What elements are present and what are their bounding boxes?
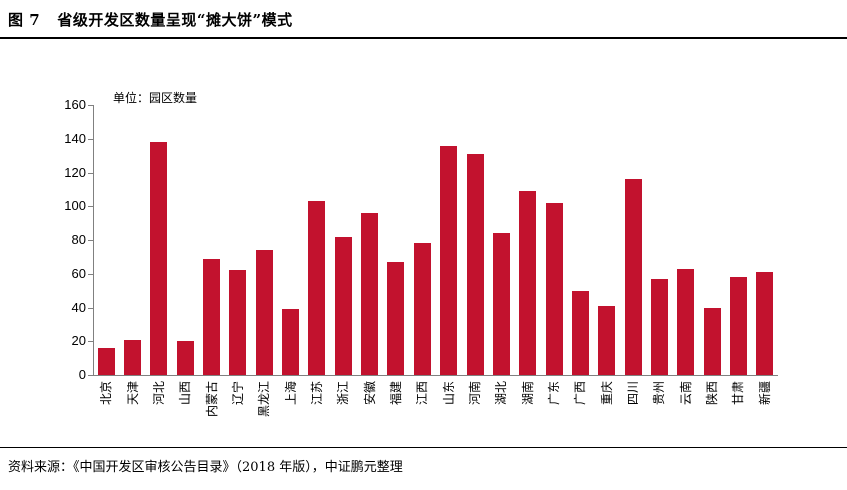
bar-贵州	[650, 278, 668, 375]
y-tick-label: 0	[78, 367, 86, 382]
x-tick-label: 陕西	[705, 381, 720, 406]
x-tick-label: 湖北	[494, 381, 509, 406]
bar-广东	[545, 202, 563, 375]
x-tick-label: 重庆	[599, 381, 614, 406]
y-tick-label: 140	[64, 130, 86, 146]
x-tick-label: 福建	[388, 381, 403, 406]
y-tick-mark	[88, 273, 93, 275]
x-tick-label: 上海	[283, 381, 298, 406]
x-tick-label: 云南	[678, 381, 693, 406]
x-tick-label: 江苏	[309, 381, 324, 406]
x-tick-label: 浙江	[336, 381, 351, 406]
unit-label: 单位：园区数量	[113, 91, 198, 105]
bar-北京	[97, 348, 115, 375]
bar-上海	[282, 309, 300, 375]
y-tick-label: 100	[64, 198, 86, 214]
x-tick-label: 新疆	[757, 381, 772, 406]
bar-江苏	[308, 201, 326, 375]
y-tick-mark	[88, 341, 93, 343]
x-tick-label: 黑龙江	[257, 381, 272, 418]
x-tick-label: 江西	[415, 381, 430, 406]
bar-江西	[413, 243, 431, 375]
bar-云南	[677, 268, 695, 375]
y-tick-mark	[88, 105, 93, 106]
y-tick-label: 40	[71, 299, 86, 315]
bar-陕西	[703, 307, 721, 375]
y-axis-line	[93, 105, 94, 375]
x-tick-label: 安徽	[362, 381, 377, 406]
bar-河北	[150, 142, 168, 375]
bar-广西	[571, 290, 589, 375]
bar-天津	[124, 339, 142, 375]
x-tick-label: 河南	[468, 381, 483, 406]
y-tick-mark	[88, 172, 93, 174]
y-tick-mark	[88, 240, 93, 241]
x-tick-label: 河北	[151, 381, 166, 406]
bar-湖南	[519, 191, 537, 375]
bar-湖北	[492, 233, 510, 375]
y-tick-label: 160	[64, 97, 86, 112]
x-tick-label: 广东	[547, 381, 562, 406]
bar-重庆	[598, 305, 616, 375]
bar-山东	[440, 145, 458, 375]
x-tick-label: 山东	[441, 381, 456, 406]
x-tick-label: 甘肃	[731, 381, 746, 406]
x-tick-label: 天津	[125, 381, 140, 406]
bar-新疆	[756, 272, 774, 375]
bar-甘肃	[729, 277, 747, 375]
y-tick-mark	[88, 307, 93, 309]
y-tick-label: 120	[64, 164, 86, 180]
y-tick-mark	[88, 138, 93, 140]
x-tick-label: 辽宁	[230, 381, 245, 406]
x-tick-label: 山西	[178, 381, 193, 406]
y-tick-mark	[88, 375, 93, 376]
x-axis-line	[93, 375, 778, 376]
y-tick-label: 80	[71, 232, 86, 247]
bar-黑龙江	[255, 250, 273, 375]
x-tick-label: 北京	[99, 381, 114, 406]
bar-福建	[387, 261, 405, 375]
x-tick-label: 贵州	[652, 381, 667, 406]
y-tick-label: 60	[71, 265, 86, 281]
x-tick-label: 广西	[573, 381, 588, 406]
bar-山西	[176, 341, 194, 375]
footer-separator-line	[0, 447, 847, 448]
x-tick-label: 内蒙古	[204, 381, 219, 418]
bar-辽宁	[229, 270, 247, 375]
bar-四川	[624, 179, 642, 375]
bar-浙江	[334, 236, 352, 375]
source-note: 资料来源：《中国开发区审核公告目录》（2018 年版），中证鹏元整理	[8, 460, 403, 475]
figure-title: 图 7 省级开发区数量呈现“摊大饼”模式	[8, 11, 293, 29]
bar-河南	[466, 153, 484, 375]
y-tick-label: 20	[71, 333, 86, 349]
title-separator-line	[0, 37, 847, 39]
y-tick-mark	[88, 206, 93, 208]
bar-安徽	[361, 213, 379, 375]
bar-内蒙古	[203, 258, 221, 375]
x-tick-label: 四川	[626, 381, 641, 406]
x-tick-label: 湖南	[520, 381, 535, 406]
